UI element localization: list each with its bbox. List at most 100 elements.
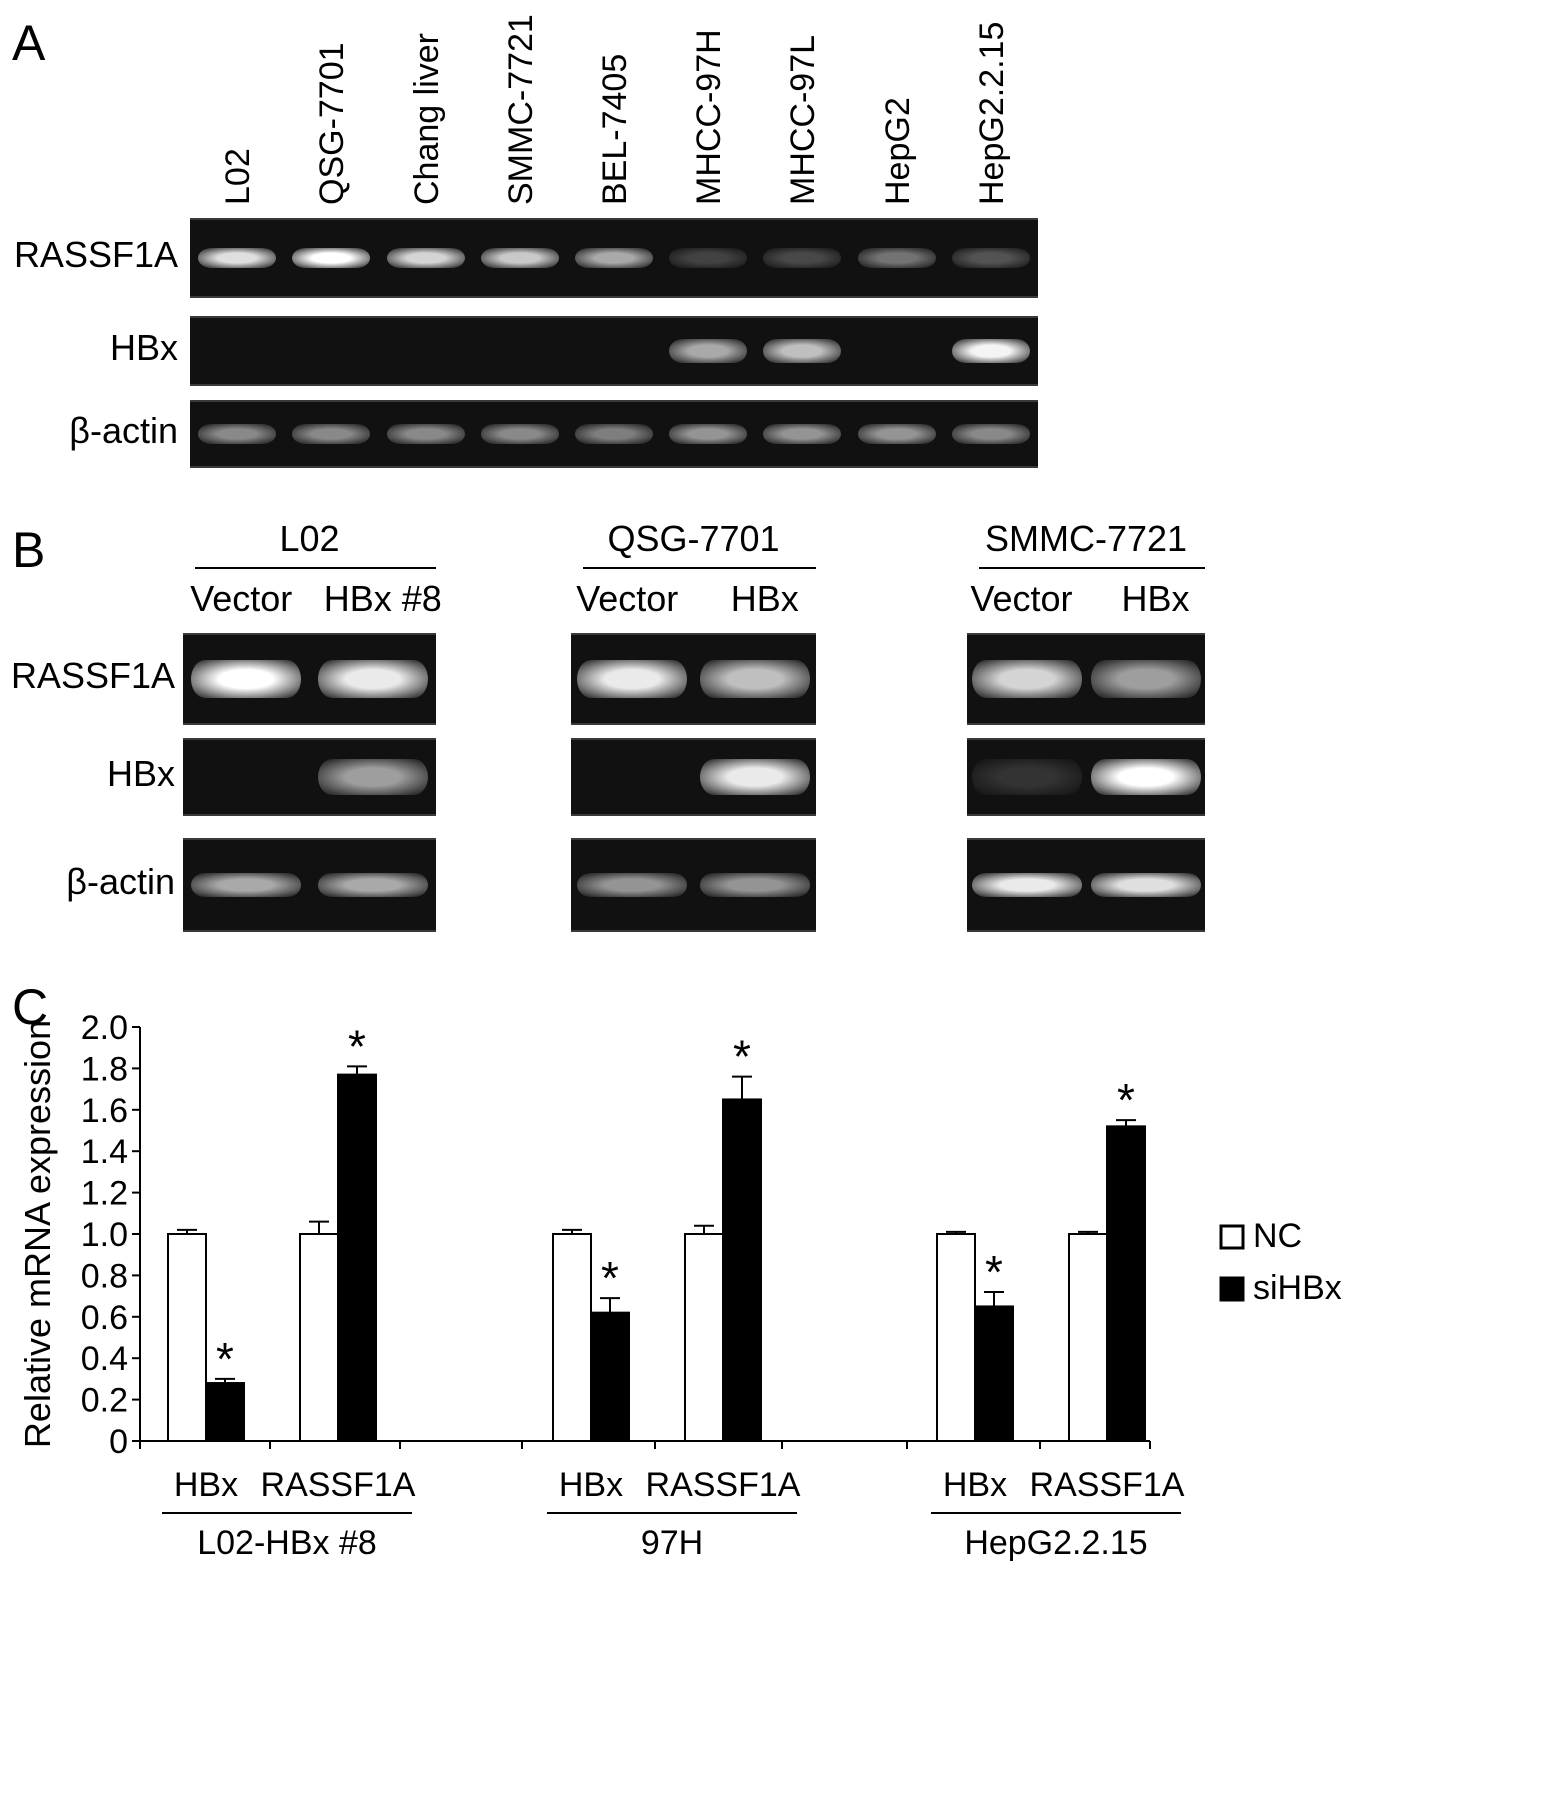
gel-strip bbox=[967, 838, 1205, 932]
group-title: QSG-7701 bbox=[607, 518, 780, 559]
significance-mark: * bbox=[601, 1252, 619, 1304]
y-tick-label: 0.2 bbox=[81, 1382, 128, 1420]
significance-mark: * bbox=[348, 1020, 366, 1072]
gel-band bbox=[480, 248, 559, 268]
x-category-label: HBx bbox=[174, 1466, 238, 1504]
gel-band bbox=[857, 248, 936, 268]
lane-label: HepG2 bbox=[878, 97, 917, 205]
x-category-label: HBx bbox=[559, 1466, 623, 1504]
gel-row-label: β-actin bbox=[69, 410, 178, 451]
gel-strip bbox=[183, 738, 436, 816]
bar bbox=[590, 1311, 630, 1442]
gel-band bbox=[198, 248, 277, 268]
y-tick-label: 0.4 bbox=[81, 1340, 128, 1378]
group-title: SMMC-7721 bbox=[984, 518, 1188, 559]
gel-band bbox=[198, 424, 277, 444]
x-category-label: RASSF1A bbox=[261, 1466, 416, 1504]
gel-strip bbox=[967, 738, 1205, 816]
condition-label: Vector bbox=[970, 578, 1073, 619]
gel-strip bbox=[571, 633, 816, 725]
gel-strip bbox=[183, 838, 436, 932]
gel-row-label: β-actin bbox=[66, 861, 175, 902]
gel-row-label: RASSF1A bbox=[13, 234, 178, 275]
gel-band bbox=[699, 759, 810, 795]
lane-label: HepG2.2.15 bbox=[972, 21, 1011, 205]
significance-mark: * bbox=[1117, 1074, 1135, 1126]
legend-label: NC bbox=[1253, 1217, 1302, 1255]
gel-strip bbox=[190, 316, 1038, 386]
gel-band bbox=[292, 248, 371, 268]
y-tick-label: 0 bbox=[109, 1423, 128, 1461]
gel-band bbox=[763, 248, 842, 268]
gel-band bbox=[386, 424, 465, 444]
condition-label: HBx #8 bbox=[323, 578, 442, 619]
bar bbox=[552, 1233, 592, 1442]
lane-label: MHCC-97H bbox=[690, 29, 729, 205]
gel-band bbox=[575, 248, 653, 268]
significance-mark: * bbox=[985, 1246, 1003, 1298]
condition-label: HBx bbox=[1121, 578, 1190, 619]
gel-band bbox=[575, 424, 653, 444]
gel-row-label: RASSF1A bbox=[10, 655, 175, 696]
gel-band bbox=[699, 873, 810, 897]
condition-label: Vector bbox=[190, 578, 293, 619]
gel-strip bbox=[183, 633, 436, 725]
gel-band bbox=[317, 759, 428, 795]
panel-b-letter: B bbox=[12, 522, 46, 578]
gel-strip bbox=[571, 738, 816, 816]
gel-band bbox=[857, 424, 936, 444]
gel-band bbox=[317, 660, 428, 698]
bar bbox=[936, 1233, 976, 1442]
bar-chart: 00.2 0.40.6 0.81.01.2 1.41.6 1.82.0 Relative … bbox=[17, 1009, 1342, 1562]
gel-band bbox=[292, 424, 371, 444]
bar bbox=[974, 1305, 1014, 1443]
y-tick-label: 1.6 bbox=[81, 1092, 128, 1130]
x-group-label: 97H bbox=[641, 1524, 703, 1562]
gel-row-label: HBx bbox=[106, 753, 175, 794]
significance-mark: * bbox=[216, 1333, 234, 1385]
bar bbox=[167, 1233, 207, 1442]
gel-band bbox=[971, 873, 1082, 897]
bar bbox=[337, 1073, 377, 1443]
y-tick-label: 1.2 bbox=[81, 1175, 128, 1213]
x-group-label: L02-HBx #8 bbox=[197, 1524, 377, 1562]
gel-strip bbox=[190, 400, 1038, 468]
gel-band bbox=[1090, 873, 1201, 897]
gel-band bbox=[577, 660, 688, 698]
gel-band bbox=[1090, 759, 1201, 795]
panel-c-letter: C bbox=[12, 979, 49, 1035]
gel-band bbox=[317, 873, 428, 897]
condition-label: HBx bbox=[730, 578, 799, 619]
gel-band bbox=[1090, 660, 1201, 698]
lane-label: Chang liver bbox=[407, 33, 446, 205]
lane-label: BEL-7405 bbox=[596, 53, 634, 205]
gel-band bbox=[699, 660, 810, 698]
condition-label: Vector bbox=[576, 578, 679, 619]
gel-band bbox=[386, 248, 465, 268]
bar bbox=[205, 1382, 245, 1443]
gel-band bbox=[191, 660, 302, 698]
y-tick-label: 0.8 bbox=[81, 1257, 128, 1295]
y-axis-label: Relative mRNA expression bbox=[17, 1020, 58, 1448]
legend-label: siHBx bbox=[1253, 1269, 1342, 1307]
gel-band bbox=[669, 339, 748, 363]
lane-label: SMMC-7721 bbox=[501, 14, 540, 205]
legend-swatch bbox=[1219, 1224, 1245, 1250]
gel-band bbox=[191, 873, 302, 897]
gel-band bbox=[951, 248, 1030, 268]
gel-band bbox=[763, 424, 842, 444]
bar bbox=[684, 1233, 724, 1442]
gel-row-label: HBx bbox=[109, 327, 178, 368]
gel-band bbox=[951, 424, 1030, 444]
bar bbox=[299, 1233, 339, 1442]
gel-band bbox=[669, 248, 748, 268]
bar bbox=[722, 1098, 762, 1442]
bar bbox=[1068, 1233, 1108, 1442]
y-tick-label: 1.0 bbox=[81, 1216, 128, 1254]
group-underline bbox=[979, 567, 1205, 569]
y-tick-label: 2.0 bbox=[81, 1009, 128, 1047]
y-tick-label: 1.8 bbox=[81, 1050, 128, 1088]
group-title: L02 bbox=[279, 518, 340, 559]
lane-label: QSG-7701 bbox=[313, 42, 352, 205]
gel-band bbox=[763, 339, 842, 363]
